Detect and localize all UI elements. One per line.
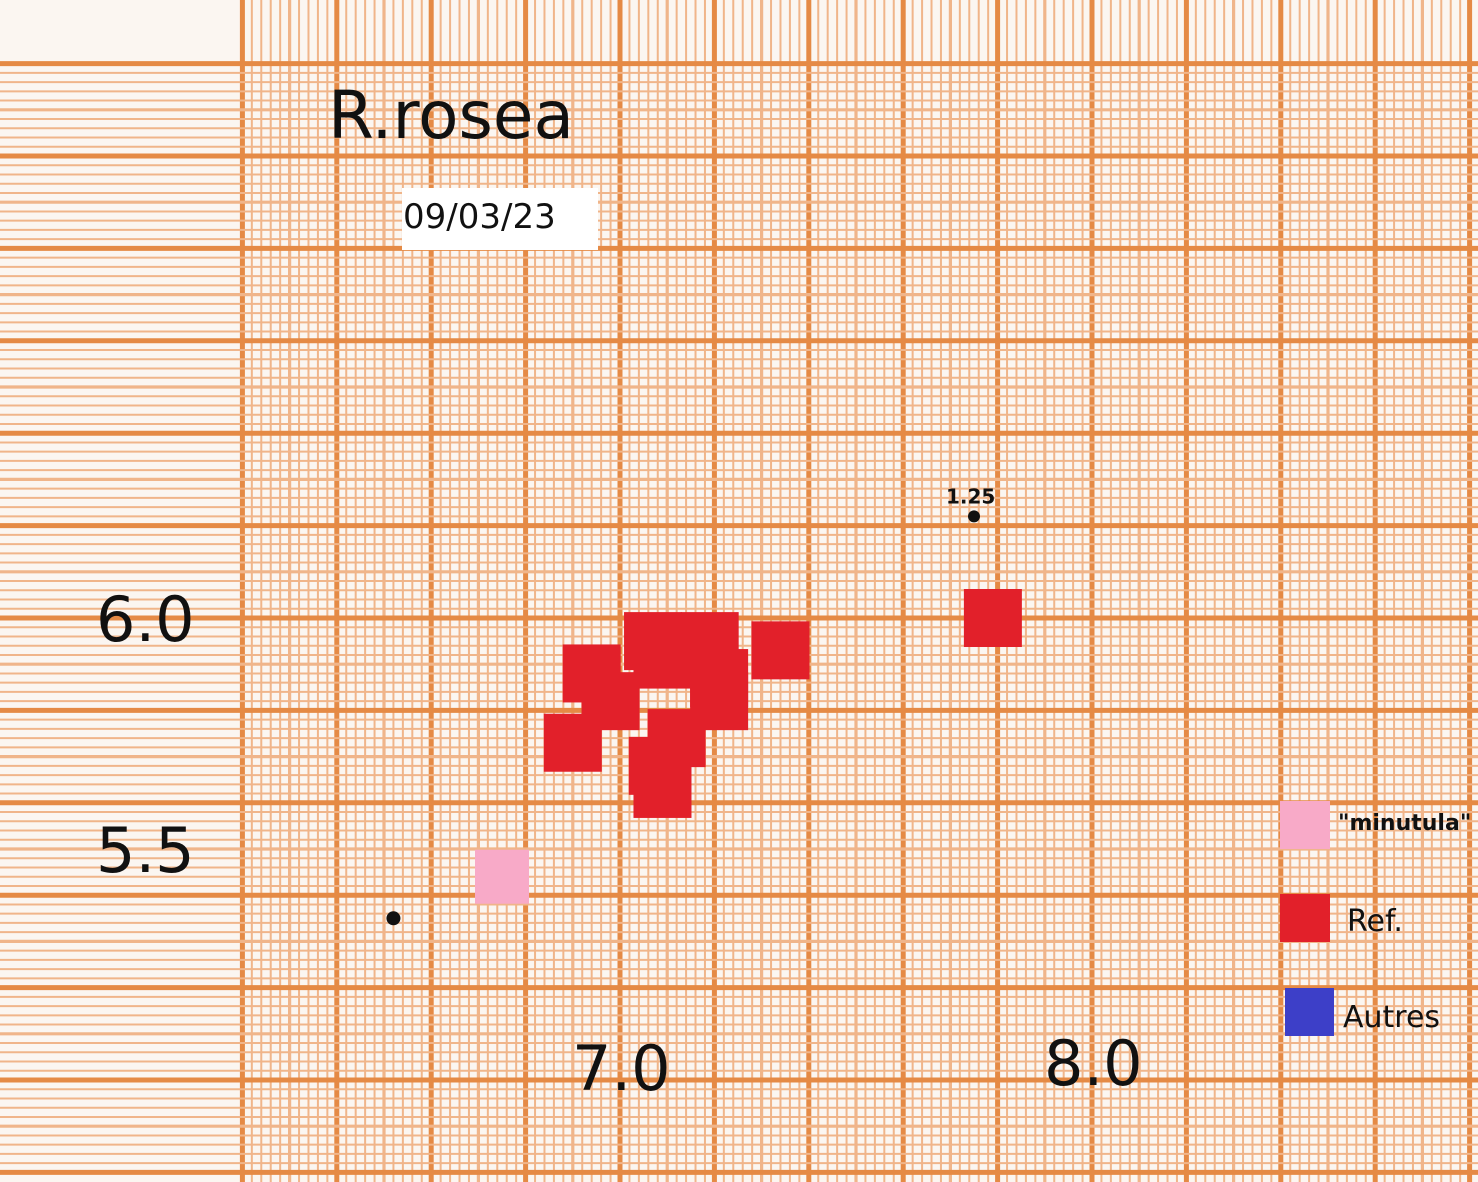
- x-tick-label-8.0: 8.0: [1044, 1027, 1143, 1100]
- data-point-ref: [963, 589, 1022, 647]
- legend-swatch-autres: [1285, 988, 1334, 1036]
- reference-points: [386, 510, 980, 926]
- legend-swatch-ref: [1280, 894, 1330, 942]
- data-point-minutula: [475, 849, 529, 904]
- data-points: [475, 589, 1022, 904]
- legend: "minutula" Ref. Autres: [1280, 801, 1471, 1036]
- legend-label-autres: Autres: [1343, 1000, 1440, 1035]
- chart-title: R.rosea: [328, 77, 574, 154]
- chart-date: 09/03/23: [403, 197, 556, 237]
- annotation-label: 1.25: [946, 484, 995, 508]
- data-point-ref: [751, 621, 810, 680]
- legend-swatch-minutula: [1280, 801, 1330, 849]
- data-point-ref: [543, 713, 602, 772]
- data-point-ref: [633, 630, 692, 689]
- annotation-dot: [968, 510, 980, 523]
- date-box: [402, 188, 598, 250]
- x-tick-label-7.0: 7.0: [572, 1032, 671, 1105]
- y-tick-label-6.0: 6.0: [96, 583, 195, 656]
- y-tick-label-5.5: 5.5: [96, 814, 195, 887]
- data-point-ref: [633, 759, 692, 818]
- legend-label-minutula: "minutula": [1338, 811, 1471, 836]
- legend-label-ref: Ref.: [1347, 904, 1403, 939]
- reference-dot: [386, 911, 401, 926]
